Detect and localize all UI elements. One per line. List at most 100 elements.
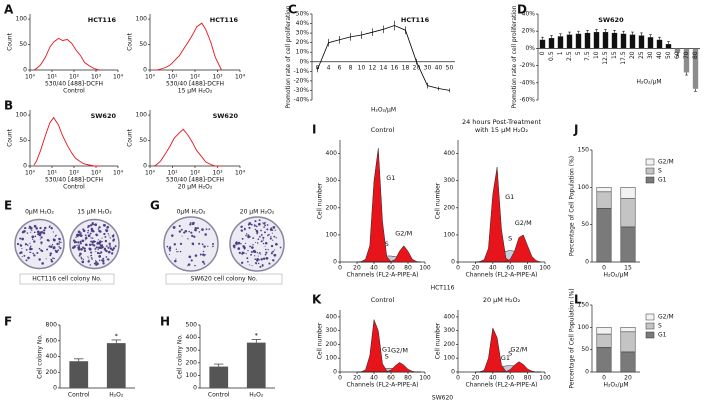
y-tick-label: -30% <box>293 87 309 94</box>
colony <box>105 249 108 253</box>
colony <box>272 250 275 253</box>
bar <box>647 37 654 49</box>
colony <box>90 240 92 243</box>
colony <box>238 251 241 255</box>
colony <box>264 224 266 227</box>
colony <box>198 242 201 245</box>
area <box>357 245 421 263</box>
colony <box>265 257 269 260</box>
colony <box>80 232 82 234</box>
colony <box>43 229 46 232</box>
colony <box>30 231 32 233</box>
panel-letter: E <box>4 199 12 213</box>
colony <box>258 259 261 261</box>
chart-title: 20 μM H₂O₂ <box>483 296 521 304</box>
colony <box>89 232 92 235</box>
series-label: S <box>385 352 389 360</box>
series-label: S <box>508 350 512 358</box>
colony <box>178 224 181 228</box>
bar <box>638 35 645 49</box>
y-tick-label: 500 <box>186 322 198 329</box>
colony <box>52 257 54 260</box>
colony <box>250 223 253 226</box>
colony <box>56 242 59 246</box>
x-tick-label: 10 <box>358 64 366 71</box>
colony <box>188 230 190 233</box>
colony <box>187 238 189 240</box>
colony <box>109 251 111 254</box>
plate-label: 15 μM H₂O₂ <box>77 209 112 216</box>
colony <box>198 231 201 233</box>
y-tick-label: 100 <box>326 355 338 362</box>
colony <box>172 226 176 229</box>
colony <box>114 245 117 248</box>
colony <box>41 250 44 253</box>
colony <box>40 243 42 245</box>
colony <box>58 237 60 239</box>
colony <box>28 227 30 229</box>
legend-swatch <box>645 158 655 166</box>
y-axis-label: Cell number <box>317 322 324 359</box>
colony <box>107 246 110 249</box>
colony <box>189 223 192 226</box>
colony <box>187 265 189 267</box>
colony <box>99 246 103 250</box>
colony <box>90 257 93 259</box>
colony <box>237 241 241 245</box>
x-tick-label: 60 <box>387 265 395 272</box>
legend-label: G2/M <box>658 314 674 321</box>
colony <box>254 258 256 261</box>
y-axis-label: Promotion rate of cell proliferation <box>511 5 518 108</box>
colony <box>175 258 177 260</box>
colony <box>30 247 33 251</box>
colony <box>97 228 100 230</box>
colony <box>111 248 114 252</box>
caption: SW620 cell colony No. <box>191 276 258 283</box>
x-axis-label: H₂O₂/μM <box>371 107 396 114</box>
y-tick-label: 200 <box>444 341 456 348</box>
colony <box>93 262 96 265</box>
x-tick-label: 10¹ <box>47 74 58 81</box>
colony <box>98 226 101 229</box>
y-tick-label: 50 <box>19 41 27 48</box>
x-tick-label: 20 <box>624 375 632 382</box>
colony <box>250 250 253 253</box>
colony <box>275 237 277 239</box>
colony <box>54 235 56 237</box>
colony <box>33 224 37 228</box>
colony <box>40 230 44 234</box>
y-tick-label: 100 <box>136 16 148 23</box>
y-tick-label: 0 <box>585 259 589 266</box>
colony <box>79 242 82 245</box>
series-label: S <box>385 240 389 248</box>
colony <box>102 257 105 260</box>
bar <box>665 44 672 49</box>
colony <box>256 242 259 244</box>
colony <box>36 230 40 234</box>
colony <box>90 237 92 239</box>
colony <box>28 225 31 228</box>
y-tick-label: -40% <box>519 79 535 86</box>
colony <box>21 255 23 258</box>
y-tick-label: 0 <box>333 259 337 266</box>
colony <box>29 242 31 244</box>
x-tick-label: 2.5 <box>566 51 573 61</box>
x-tick-label: 10³ <box>212 74 223 81</box>
y-tick-label: 300 <box>326 327 338 334</box>
colony <box>274 229 276 231</box>
colony <box>174 259 177 263</box>
colony <box>252 237 255 240</box>
y-tick-label: 10% <box>296 49 310 56</box>
x-tick-label: 70 <box>683 51 690 59</box>
x-tick-label: 100 <box>419 265 431 272</box>
series-label: G2/M <box>395 230 412 238</box>
y-tick-label: 0 <box>451 259 455 266</box>
y-tick-label: 0 <box>143 67 147 74</box>
x-tick-label: 60 <box>387 375 395 382</box>
series-label: S <box>508 235 512 243</box>
colony <box>248 223 251 225</box>
annotation: * <box>255 331 259 339</box>
colony <box>257 262 260 265</box>
colony <box>88 224 91 227</box>
y-tick-label: 100 <box>136 112 148 119</box>
